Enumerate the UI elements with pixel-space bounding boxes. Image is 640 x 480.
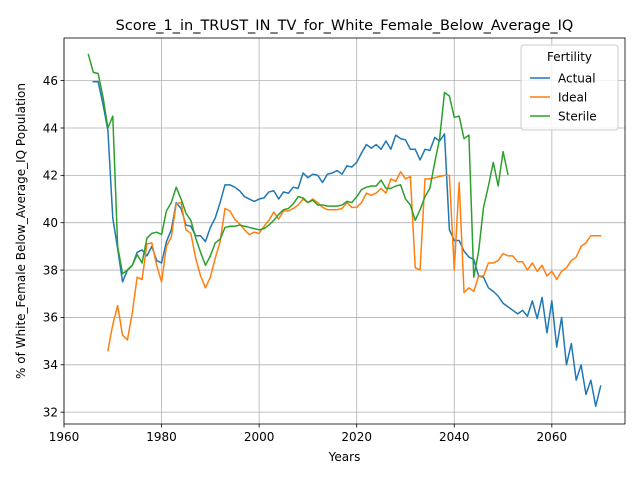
x-tick-label: 2020 bbox=[341, 430, 372, 444]
legend-title: Fertility bbox=[547, 50, 592, 64]
y-tick-label: 40 bbox=[43, 216, 58, 230]
y-tick-label: 44 bbox=[43, 121, 58, 135]
y-axis-title: % of White_Female Below_Average_IQ Popul… bbox=[14, 83, 28, 379]
x-axis-title: Years bbox=[328, 450, 361, 464]
x-tick-label: 1960 bbox=[49, 430, 80, 444]
y-tick-label: 36 bbox=[43, 311, 58, 325]
grid bbox=[63, 38, 625, 424]
legend-entries: Actual Ideal Sterile bbox=[530, 71, 597, 123]
x-tick-label: 2060 bbox=[537, 430, 568, 444]
plot-frame bbox=[63, 37, 626, 425]
legend: Fertility Actual Ideal Sterile bbox=[520, 44, 619, 131]
y-tick-label: 42 bbox=[43, 169, 58, 183]
legend-label-ideal: Ideal bbox=[558, 90, 587, 104]
series-lines bbox=[87, 53, 602, 407]
axis-ticks: 1960 1980 2000 2020 2040 2060 32 34 36 38 40 42 44 46 bbox=[43, 74, 567, 444]
y-tick-label: 46 bbox=[43, 74, 58, 88]
series-line-sterile bbox=[87, 53, 509, 278]
x-tick-label: 2040 bbox=[439, 430, 470, 444]
y-tick-label: 32 bbox=[43, 405, 58, 419]
legend-label-sterile: Sterile bbox=[558, 109, 597, 123]
x-tick-label: 1980 bbox=[146, 430, 177, 444]
legend-label-actual: Actual bbox=[558, 71, 596, 85]
chart-title: Score_1_in_TRUST_IN_TV_for_White_Female_… bbox=[116, 18, 574, 34]
series-line-ideal bbox=[107, 171, 602, 352]
y-tick-label: 34 bbox=[43, 358, 58, 372]
series-line-actual bbox=[92, 81, 602, 407]
x-tick-label: 2000 bbox=[244, 430, 275, 444]
legend-box bbox=[520, 44, 619, 131]
y-tick-label: 38 bbox=[43, 263, 58, 277]
